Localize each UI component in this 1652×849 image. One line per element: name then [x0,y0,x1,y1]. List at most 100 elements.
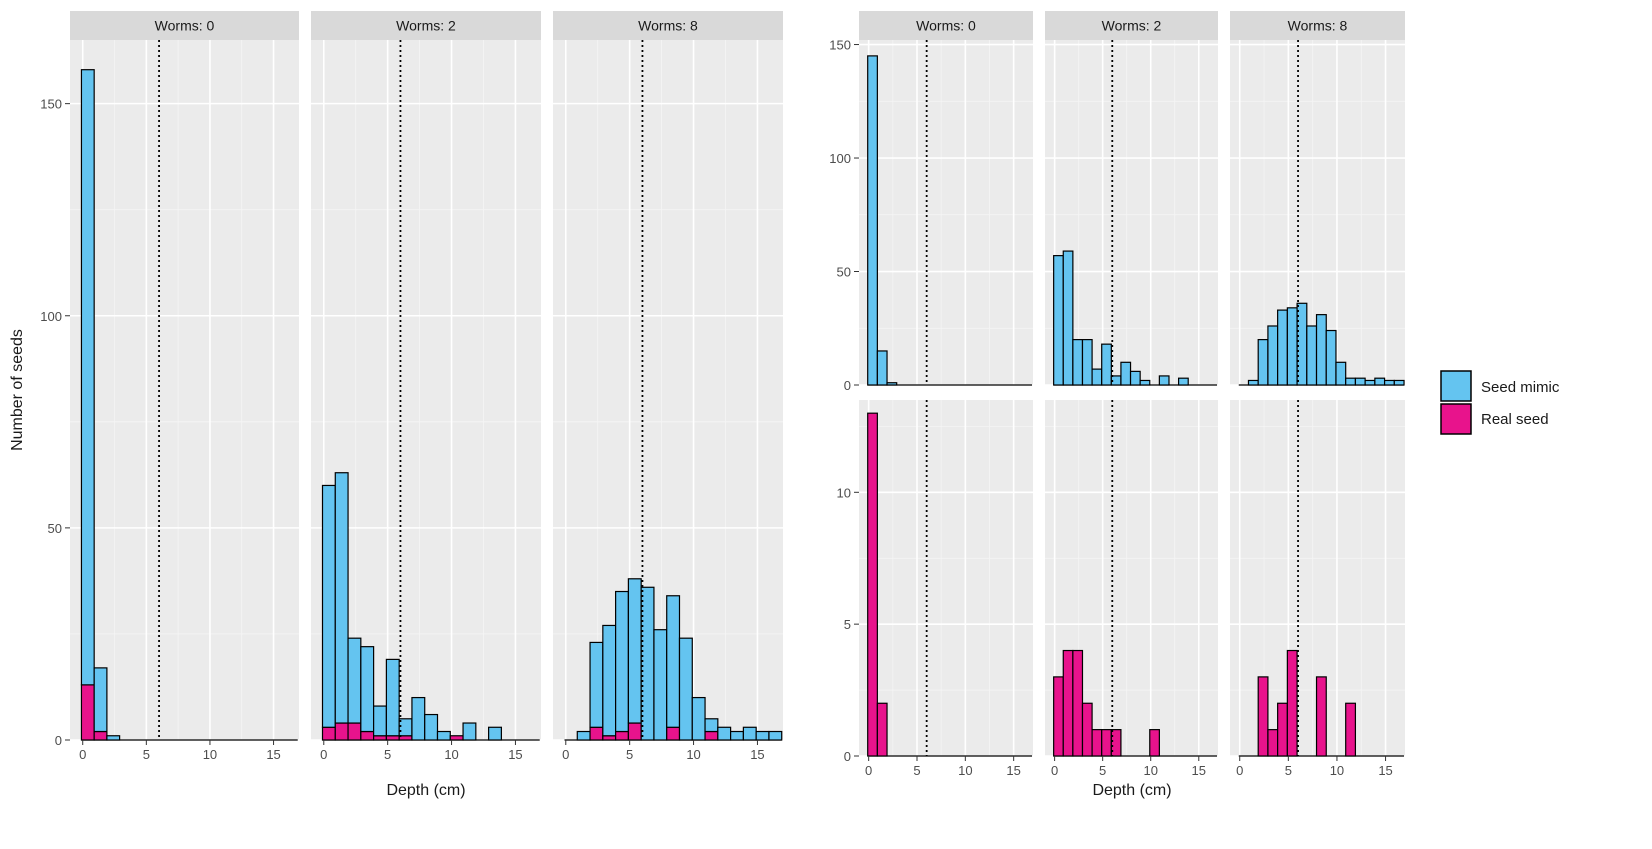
legend: Seed mimic Real seed [1440,370,1560,435]
x-tick-label: 0 [79,747,86,762]
bar-seed-mimic [360,646,375,733]
bar-seed-mimic [1091,368,1103,386]
bar-seed-mimic [1306,325,1318,386]
y-tick-label: 5 [844,617,851,632]
bar-real-seed [1286,649,1298,757]
bar-seed-mimic [717,726,732,741]
panel-right-seed-mimic-worms-0: Worms: 0 0 50 100 150 [829,11,1033,393]
bar-seed-mimic [385,658,400,737]
bar-seed-mimic [1053,255,1064,386]
y-tick-label: 100 [829,151,851,166]
bar-real-seed [93,730,108,741]
strip-left-worms-0 [70,11,299,40]
bar-seed-mimic [768,730,783,741]
y-tick-label: 150 [829,38,851,53]
bar-seed-mimic [886,382,898,386]
x-tick-label: 10 [1330,763,1344,778]
x-tick-label: 10 [1143,763,1157,778]
bar-seed-mimic [876,350,888,386]
bar-real-seed [1277,702,1288,757]
bar-seed-mimic [653,629,668,741]
x-tick-label: 5 [1099,763,1106,778]
bar-seed-mimic [1286,307,1298,386]
bar-seed-mimic [1393,379,1405,386]
bar-seed-mimic [867,55,878,386]
panel-right-real-seed-worms-8: 0 5 10 15 [1230,400,1405,778]
strip-label-right-seed-mimic-worms-8: Worms: 8 [1288,18,1348,34]
bar-real-seed [627,722,642,741]
bar-seed-mimic [93,667,108,733]
bar-real-seed [1101,729,1112,757]
x-tick-label: 15 [266,747,280,762]
bar-real-seed [373,735,387,741]
bar-real-seed [360,730,375,741]
bar-seed-mimic [411,696,426,741]
legend-swatch-real-seed [1440,403,1472,435]
bar-seed-mimic [80,69,95,686]
x-tick-label: 0 [865,763,872,778]
panel-background-right-seed-mimic-worms-0 [859,40,1033,385]
bar-seed-mimic [691,696,706,741]
bar-seed-mimic [1335,361,1347,386]
x-tick-label: 5 [626,747,633,762]
bar-real-seed [1081,702,1093,757]
bar-real-seed [385,735,400,741]
strip-right-seed-mimic-worms-0 [859,11,1033,40]
y-tick-label: 10 [837,485,851,500]
x-tick-label: 0 [1236,763,1243,778]
bar-seed-mimic [488,726,502,741]
bar-seed-mimic [602,624,617,737]
y-tick-label: 0 [844,378,851,393]
bar-seed-mimic [373,705,387,737]
strip-label-right-seed-mimic-worms-2: Worms: 2 [1102,18,1162,34]
bar-seed-mimic [1062,250,1074,386]
bar-real-seed [704,730,719,741]
bar-real-seed [1345,702,1357,757]
bar-real-seed [321,726,336,741]
bar-real-seed [1267,729,1279,757]
bar-seed-mimic [1158,375,1170,386]
strip-label-right-seed-mimic-worms-0: Worms: 0 [916,18,976,34]
bar-real-seed [1149,729,1160,757]
panel-right-real-seed-worms-0: 0 5 10 15 0 5 10 [837,400,1033,778]
panel-left-worms-2: Worms: 2 0 5 10 15 [311,11,541,762]
y-tick-label: 50 [837,265,851,280]
x-axis-title-right: Depth (cm) [1092,782,1171,799]
bar-seed-mimic [742,726,757,741]
bar-seed-mimic [666,595,681,728]
bar-seed-mimic [755,730,770,741]
legend-label-real-seed: Real seed [1481,411,1549,428]
strip-left-worms-8 [553,11,783,40]
bar-seed-mimic [1101,343,1112,386]
bar-seed-mimic [1364,379,1376,386]
y-tick-label: 0 [55,733,62,748]
bar-real-seed [347,722,362,741]
panel-background-right-real-seed-worms-0 [859,400,1033,756]
x-tick-label: 15 [1378,763,1392,778]
bar-seed-mimic [424,713,439,741]
strip-left-worms-2 [311,11,541,40]
bar-seed-mimic [1267,325,1279,386]
bar-seed-mimic [1315,314,1327,386]
strip-right-seed-mimic-worms-2 [1045,11,1218,40]
bar-seed-mimic [1354,377,1366,386]
y-axis-title-left: Number of seeds [9,329,26,451]
bar-real-seed [666,726,681,741]
bar-real-seed [1053,676,1064,757]
bar-seed-mimic [334,472,349,724]
bar-seed-mimic [1277,309,1288,386]
x-axis-title-left: Depth (cm) [386,782,465,799]
bar-seed-mimic [1177,377,1189,386]
strip-label-left-worms-8: Worms: 8 [638,18,698,34]
panel-right-seed-mimic-worms-8: Worms: 8 [1230,11,1405,386]
x-tick-label: 10 [203,747,217,762]
strip-label-left-worms-0: Worms: 0 [155,18,215,34]
strip-right-seed-mimic-worms-8 [1230,11,1405,40]
panel-background-right-seed-mimic-worms-2 [1045,40,1218,385]
bar-seed-mimic [321,484,336,728]
panel-right-seed-mimic-worms-2: Worms: 2 [1045,11,1218,386]
panel-background-left-worms-0 [70,40,299,740]
